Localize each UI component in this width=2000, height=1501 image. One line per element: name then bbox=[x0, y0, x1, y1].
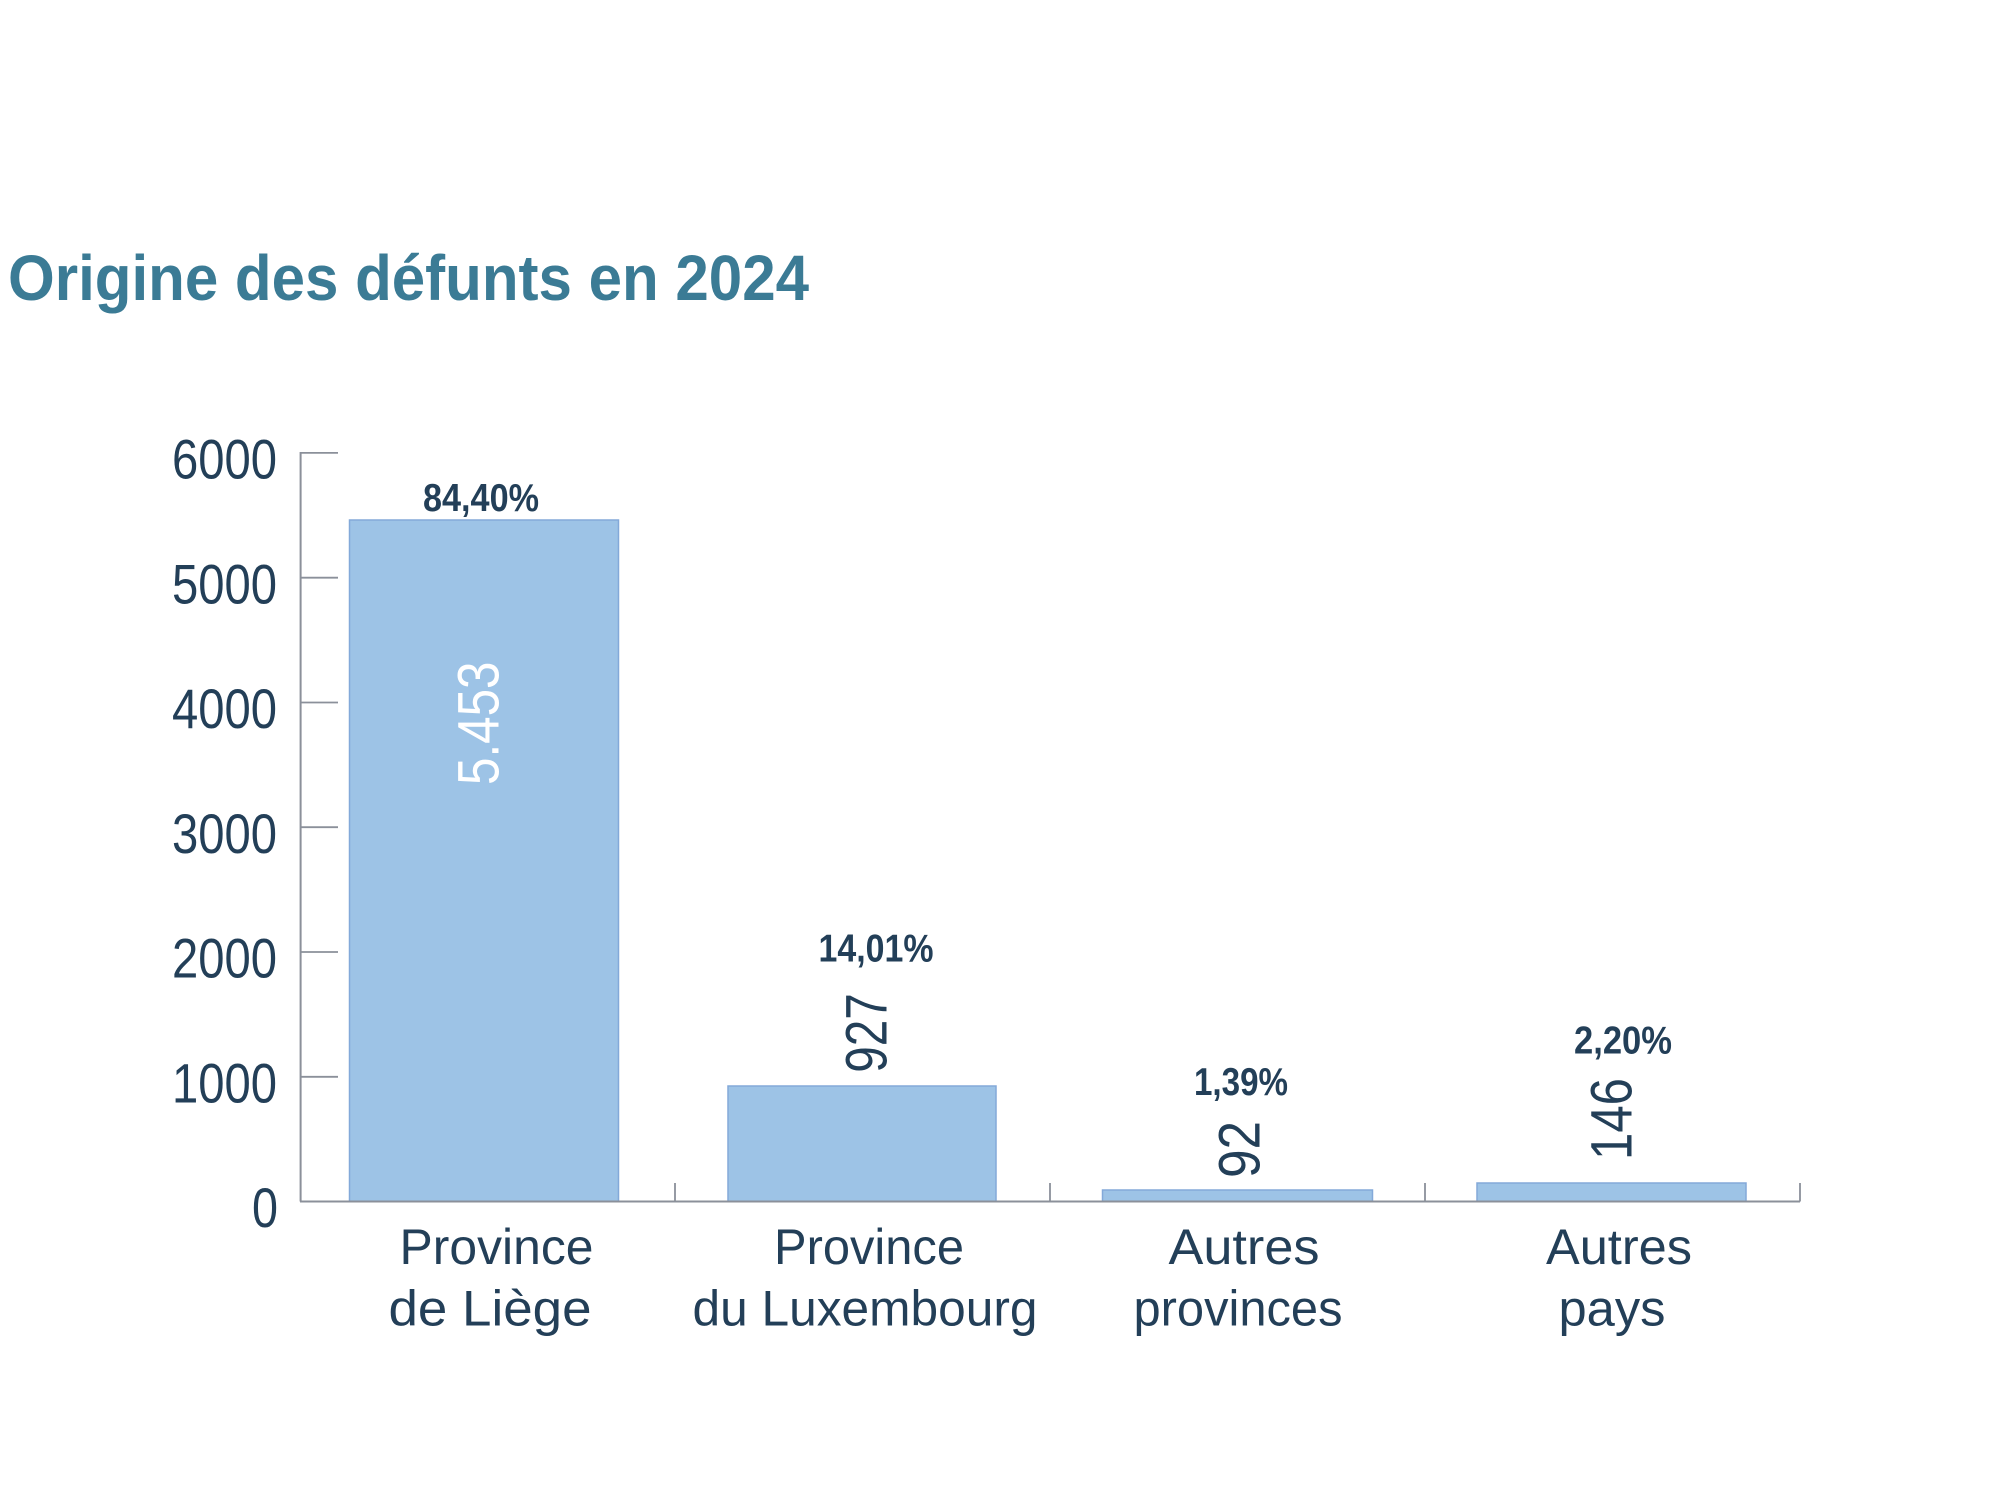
svg-text:2,20%: 2,20% bbox=[1574, 1020, 1672, 1063]
svg-text:84,40%: 84,40% bbox=[423, 477, 539, 520]
svg-text:pays: pays bbox=[1559, 1281, 1666, 1337]
svg-text:Autres: Autres bbox=[1169, 1219, 1320, 1275]
svg-text:927: 927 bbox=[835, 993, 900, 1073]
svg-text:4000: 4000 bbox=[172, 678, 277, 740]
svg-text:Origine des défunts en 2024: Origine des défunts en 2024 bbox=[8, 242, 809, 314]
svg-text:du Luxembourg: du Luxembourg bbox=[693, 1281, 1038, 1337]
svg-text:1,39%: 1,39% bbox=[1194, 1061, 1288, 1104]
svg-text:provinces: provinces bbox=[1134, 1281, 1343, 1337]
svg-text:14,01%: 14,01% bbox=[819, 928, 934, 971]
svg-text:2000: 2000 bbox=[172, 928, 277, 990]
svg-text:Province: Province bbox=[774, 1219, 964, 1275]
svg-text:de Liège: de Liège bbox=[389, 1281, 592, 1337]
svg-text:146: 146 bbox=[1580, 1078, 1645, 1160]
svg-text:92: 92 bbox=[1207, 1121, 1272, 1178]
svg-text:5.453: 5.453 bbox=[446, 662, 511, 786]
svg-text:1000: 1000 bbox=[172, 1053, 277, 1115]
svg-text:Autres: Autres bbox=[1546, 1219, 1692, 1275]
svg-text:0: 0 bbox=[252, 1177, 278, 1239]
svg-text:3000: 3000 bbox=[172, 803, 277, 865]
svg-text:5000: 5000 bbox=[172, 553, 277, 615]
svg-text:Province: Province bbox=[400, 1219, 594, 1275]
svg-text:6000: 6000 bbox=[172, 429, 277, 491]
